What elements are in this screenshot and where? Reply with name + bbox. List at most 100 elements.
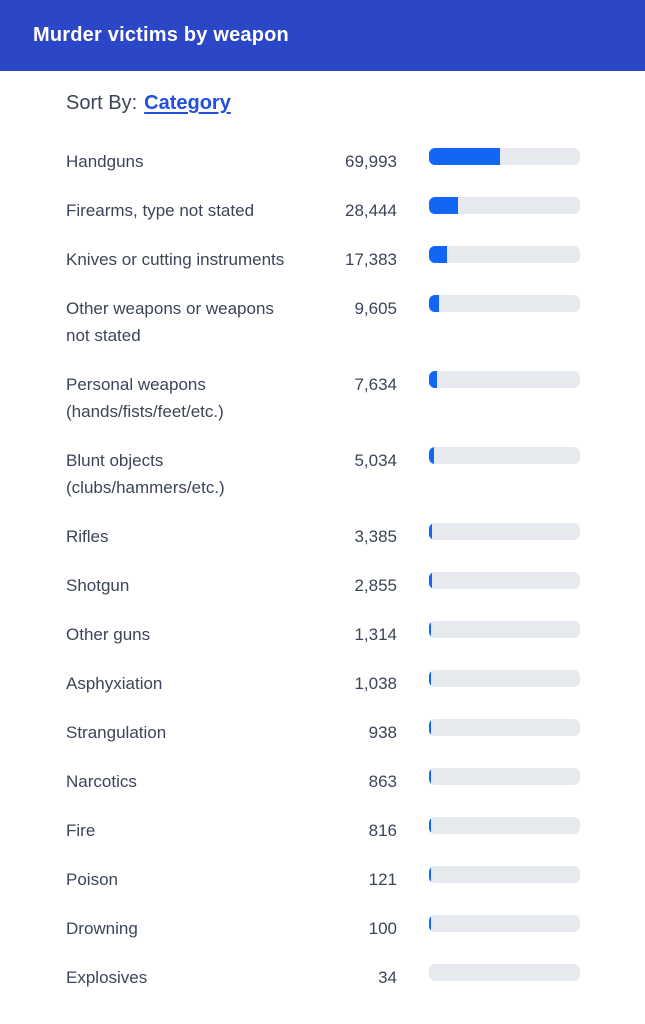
category-label-line: Personal weapons [66,375,206,394]
category-label: Poison [66,866,338,893]
category-label: Asphyxiation [66,670,338,697]
bar-track [429,246,580,263]
bar-track [429,915,580,932]
bar-track [429,197,580,214]
value-label: 17,383 [345,250,397,269]
category-label-line: (hands/fists/feet/etc.) [66,402,224,421]
bar-track [429,371,580,388]
category-label-line: not stated [66,326,141,345]
page-title: Murder victims by weapon [33,24,289,46]
value-label: 816 [368,821,397,840]
table-row: Shotgun 2,855 [66,572,645,599]
table-row: Narcotics 863 [66,768,645,795]
bar-fill [429,621,431,638]
widget-header: Murder victims by weapon [0,0,645,71]
bar-fill [429,719,431,736]
table-row: Other guns 1,314 [66,621,645,648]
value-label: 100 [368,919,397,938]
category-label-line: (clubs/hammers/etc.) [66,478,225,497]
table-row: Blunt objects (clubs/hammers/etc.) 5,034 [66,447,645,501]
bar-track [429,148,580,165]
category-label: Narcotics [66,768,338,795]
table-row: Other weapons or weapons not stated 9,605 [66,295,645,349]
bar-fill [429,915,431,932]
bar-track [429,621,580,638]
bar-track [429,964,580,981]
table-row: Explosives 34 [66,964,645,991]
sort-category-link[interactable]: Category [144,92,231,114]
value-label: 1,038 [354,674,397,693]
bar-track [429,719,580,736]
bar-fill [429,523,433,540]
category-label: Personal weapons (hands/fists/feet/etc.) [66,371,338,425]
category-label: Firearms, type not stated [66,197,338,224]
category-label-line: Rifles [66,527,109,546]
category-label: Strangulation [66,719,338,746]
bar-track [429,523,580,540]
sort-by-label: Sort By: [66,92,138,114]
category-label: Knives or cutting instruments [66,246,338,273]
bar-fill [429,572,432,589]
bar-fill [429,670,431,687]
category-label: Other weapons or weapons not stated [66,295,338,349]
value-label: 5,034 [354,451,397,470]
category-label-line: Narcotics [66,772,137,791]
category-label-line: Firearms, type not stated [66,201,255,220]
category-label: Shotgun [66,572,338,599]
bar-track [429,768,580,785]
value-label: 9,605 [354,299,397,318]
category-label-line: Other guns [66,625,151,644]
category-label-line: Explosives [66,968,148,987]
category-label: Blunt objects (clubs/hammers/etc.) [66,447,338,501]
category-label: Handguns [66,148,338,175]
bar-fill [429,148,500,165]
bar-list: Handguns 69,993 Firearms, type not state… [66,148,645,991]
sort-by-row: Sort By: Category [66,90,645,117]
value-label: 121 [368,870,397,889]
bar-track [429,817,580,834]
table-row: Fire 816 [66,817,645,844]
bar-fill [429,197,458,214]
category-label-line: Poison [66,870,118,889]
table-row: Strangulation 938 [66,719,645,746]
chart-content: Sort By: Category Handguns 69,993 Firearm… [0,90,645,991]
category-label-line: Other weapons or weapons [66,299,274,318]
bar-track [429,572,580,589]
category-label-line: Asphyxiation [66,674,163,693]
table-row: Handguns 69,993 [66,148,645,175]
bar-fill [429,817,431,834]
bar-track [429,447,580,464]
table-row: Firearms, type not stated 28,444 [66,197,645,224]
table-row: Asphyxiation 1,038 [66,670,645,697]
category-label: Fire [66,817,338,844]
category-label-line: Shotgun [66,576,130,595]
category-label-line: Knives or cutting instruments [66,250,285,269]
category-label-line: Strangulation [66,723,167,742]
category-label-line: Drowning [66,919,138,938]
table-row: Drowning 100 [66,915,645,942]
table-row: Poison 121 [66,866,645,893]
category-label-line: Fire [66,821,96,840]
category-label-line: Blunt objects [66,451,164,470]
bar-track [429,866,580,883]
bar-fill [429,866,431,883]
value-label: 863 [368,772,397,791]
value-label: 7,634 [354,375,397,394]
bar-fill [429,447,435,464]
value-label: 938 [368,723,397,742]
category-label: Other guns [66,621,338,648]
category-label: Explosives [66,964,338,991]
value-label: 28,444 [345,201,397,220]
value-label: 1,314 [354,625,397,644]
category-label: Drowning [66,915,338,942]
value-label: 3,385 [354,527,397,546]
value-label: 69,993 [345,152,397,171]
bar-track [429,670,580,687]
bar-fill [429,768,431,785]
category-label-line: Handguns [66,152,144,171]
value-label: 2,855 [354,576,397,595]
bar-fill [429,246,447,263]
value-label: 34 [378,968,397,987]
table-row: Rifles 3,385 [66,523,645,550]
